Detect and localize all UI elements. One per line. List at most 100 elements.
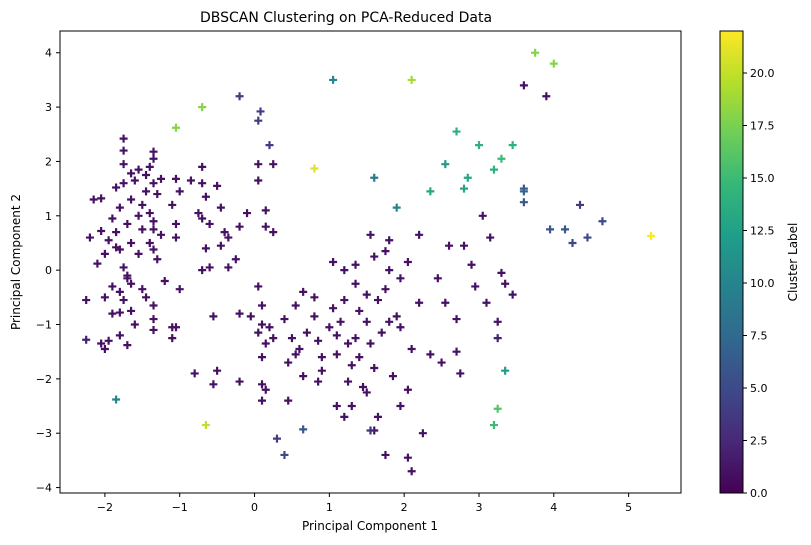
data-point (127, 279, 136, 288)
data-point (205, 263, 214, 272)
data-point (284, 358, 293, 367)
data-point (134, 165, 143, 174)
data-point (198, 179, 207, 188)
data-point (474, 141, 483, 150)
colorbar-tick-label: 7.5 (750, 330, 768, 343)
data-point (149, 315, 158, 324)
data-point (568, 238, 577, 247)
data-point (437, 358, 446, 367)
data-point (489, 165, 498, 174)
chart-title: DBSCAN Clustering on PCA-Reduced Data (200, 10, 492, 26)
data-point (254, 176, 263, 185)
data-point (452, 127, 461, 136)
data-point (370, 363, 379, 372)
data-point (243, 209, 252, 218)
data-point (258, 301, 267, 310)
data-point (149, 217, 158, 226)
data-point (299, 425, 308, 434)
data-point (115, 331, 124, 340)
data-point (254, 282, 263, 291)
data-point (171, 219, 180, 228)
data-point (403, 258, 412, 266)
data-point (258, 353, 267, 362)
data-point (205, 219, 214, 228)
data-point (171, 123, 180, 132)
data-point (198, 103, 207, 112)
data-point (362, 317, 371, 326)
data-point (355, 306, 364, 315)
data-point (201, 192, 210, 201)
data-point (482, 298, 491, 307)
data-point (486, 233, 495, 242)
data-point (119, 134, 128, 143)
data-point (246, 312, 255, 321)
data-point (213, 181, 222, 190)
data-point (112, 228, 121, 237)
data-point (460, 241, 469, 250)
data-point (171, 233, 180, 242)
y-tick-label: 0 (45, 264, 52, 277)
y-axis-ticks: −4 −3 −2 −1 0 1 2 3 4 (36, 47, 60, 495)
data-point (519, 187, 528, 196)
data-point (108, 282, 117, 291)
data-point (138, 200, 147, 209)
data-point (198, 266, 207, 275)
y-axis-label: Principal Component 2 (9, 194, 23, 330)
data-point (119, 179, 128, 188)
data-point (299, 287, 308, 296)
x-tick-label: 1 (326, 501, 333, 514)
data-point (149, 225, 158, 234)
data-point (130, 176, 139, 185)
data-point (433, 274, 442, 283)
y-tick-label: 3 (45, 101, 52, 114)
data-point (127, 238, 136, 247)
data-point (149, 154, 158, 163)
x-axis-label: Principal Component 1 (302, 519, 438, 533)
data-point (115, 245, 124, 254)
data-point (329, 304, 338, 313)
data-point (127, 195, 136, 204)
data-point (347, 361, 356, 370)
scatter-points (82, 48, 656, 476)
colorbar-tick-label: 15.0 (750, 172, 775, 185)
data-point (134, 211, 143, 220)
data-point (362, 290, 371, 299)
data-point (258, 396, 267, 405)
x-tick-label: −1 (172, 501, 188, 514)
data-point (299, 372, 308, 381)
data-point (493, 334, 502, 343)
data-point (575, 200, 584, 209)
x-tick-label: 0 (251, 501, 258, 514)
data-point (198, 162, 207, 171)
data-point (489, 421, 498, 430)
data-point (332, 350, 341, 359)
data-point (142, 293, 151, 302)
x-tick-label: 3 (475, 501, 482, 514)
data-point (463, 173, 472, 182)
y-tick-label: 1 (45, 210, 52, 223)
data-point (235, 92, 244, 101)
data-point (201, 244, 210, 253)
data-point (291, 301, 300, 310)
data-point (381, 285, 390, 294)
data-point (123, 219, 132, 228)
data-point (104, 236, 113, 245)
data-point (310, 293, 319, 302)
data-point (145, 162, 154, 171)
data-point (549, 59, 558, 68)
y-tick-label: −4 (36, 482, 52, 495)
data-point (269, 228, 278, 237)
data-point (340, 412, 349, 421)
data-point (171, 174, 180, 183)
data-point (415, 298, 424, 307)
data-point (426, 350, 435, 359)
data-point (175, 285, 184, 294)
data-point (85, 233, 94, 242)
data-point (351, 334, 360, 343)
data-point (190, 369, 199, 378)
data-point (351, 260, 360, 269)
y-tick-label: −1 (36, 319, 52, 332)
data-point (284, 396, 293, 405)
data-point (112, 183, 121, 192)
